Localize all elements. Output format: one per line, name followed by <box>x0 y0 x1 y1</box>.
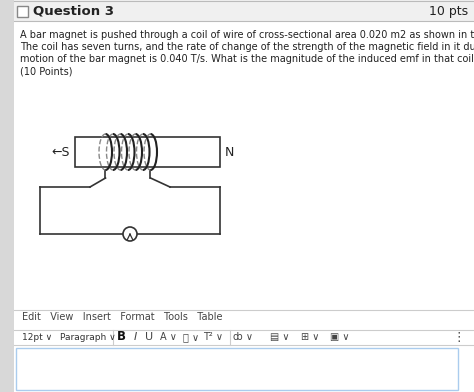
Text: U: U <box>145 332 153 342</box>
Text: Edit   View   Insert   Format   Tools   Table: Edit View Insert Format Tools Table <box>22 312 222 322</box>
Text: ⋮: ⋮ <box>453 330 465 343</box>
Text: A bar magnet is pushed through a coil of wire of cross-sectional area 0.020 m2 a: A bar magnet is pushed through a coil of… <box>20 30 474 40</box>
Text: (10 Points): (10 Points) <box>20 66 73 76</box>
Text: A ∨: A ∨ <box>160 332 176 342</box>
FancyBboxPatch shape <box>17 6 28 17</box>
Text: ▣ ∨: ▣ ∨ <box>330 332 350 342</box>
Text: ←S: ←S <box>52 145 70 158</box>
Bar <box>16 348 458 390</box>
Text: 10 pts: 10 pts <box>429 4 468 18</box>
Text: ⊞ ∨: ⊞ ∨ <box>301 332 319 342</box>
Text: ▤ ∨: ▤ ∨ <box>270 332 290 342</box>
Text: N: N <box>225 145 234 158</box>
Circle shape <box>123 227 137 241</box>
Text: Paragraph ∨: Paragraph ∨ <box>60 332 116 341</box>
Text: Question 3: Question 3 <box>33 4 114 18</box>
Text: ⮺ ∨: ⮺ ∨ <box>183 332 199 342</box>
Text: The coil has seven turns, and the rate of change of the strength of the magnetic: The coil has seven turns, and the rate o… <box>20 42 474 52</box>
Text: 12pt ∨: 12pt ∨ <box>22 332 52 341</box>
Text: B: B <box>117 330 126 343</box>
Text: I: I <box>133 332 137 342</box>
Text: T² ∨: T² ∨ <box>203 332 223 342</box>
Bar <box>75 137 220 167</box>
Text: ȸ ∨: ȸ ∨ <box>233 332 253 342</box>
Bar <box>0 0 14 392</box>
Bar <box>14 0 474 21</box>
Text: motion of the bar magnet is 0.040 T/s. What is the magnitude of the induced emf : motion of the bar magnet is 0.040 T/s. W… <box>20 54 474 64</box>
